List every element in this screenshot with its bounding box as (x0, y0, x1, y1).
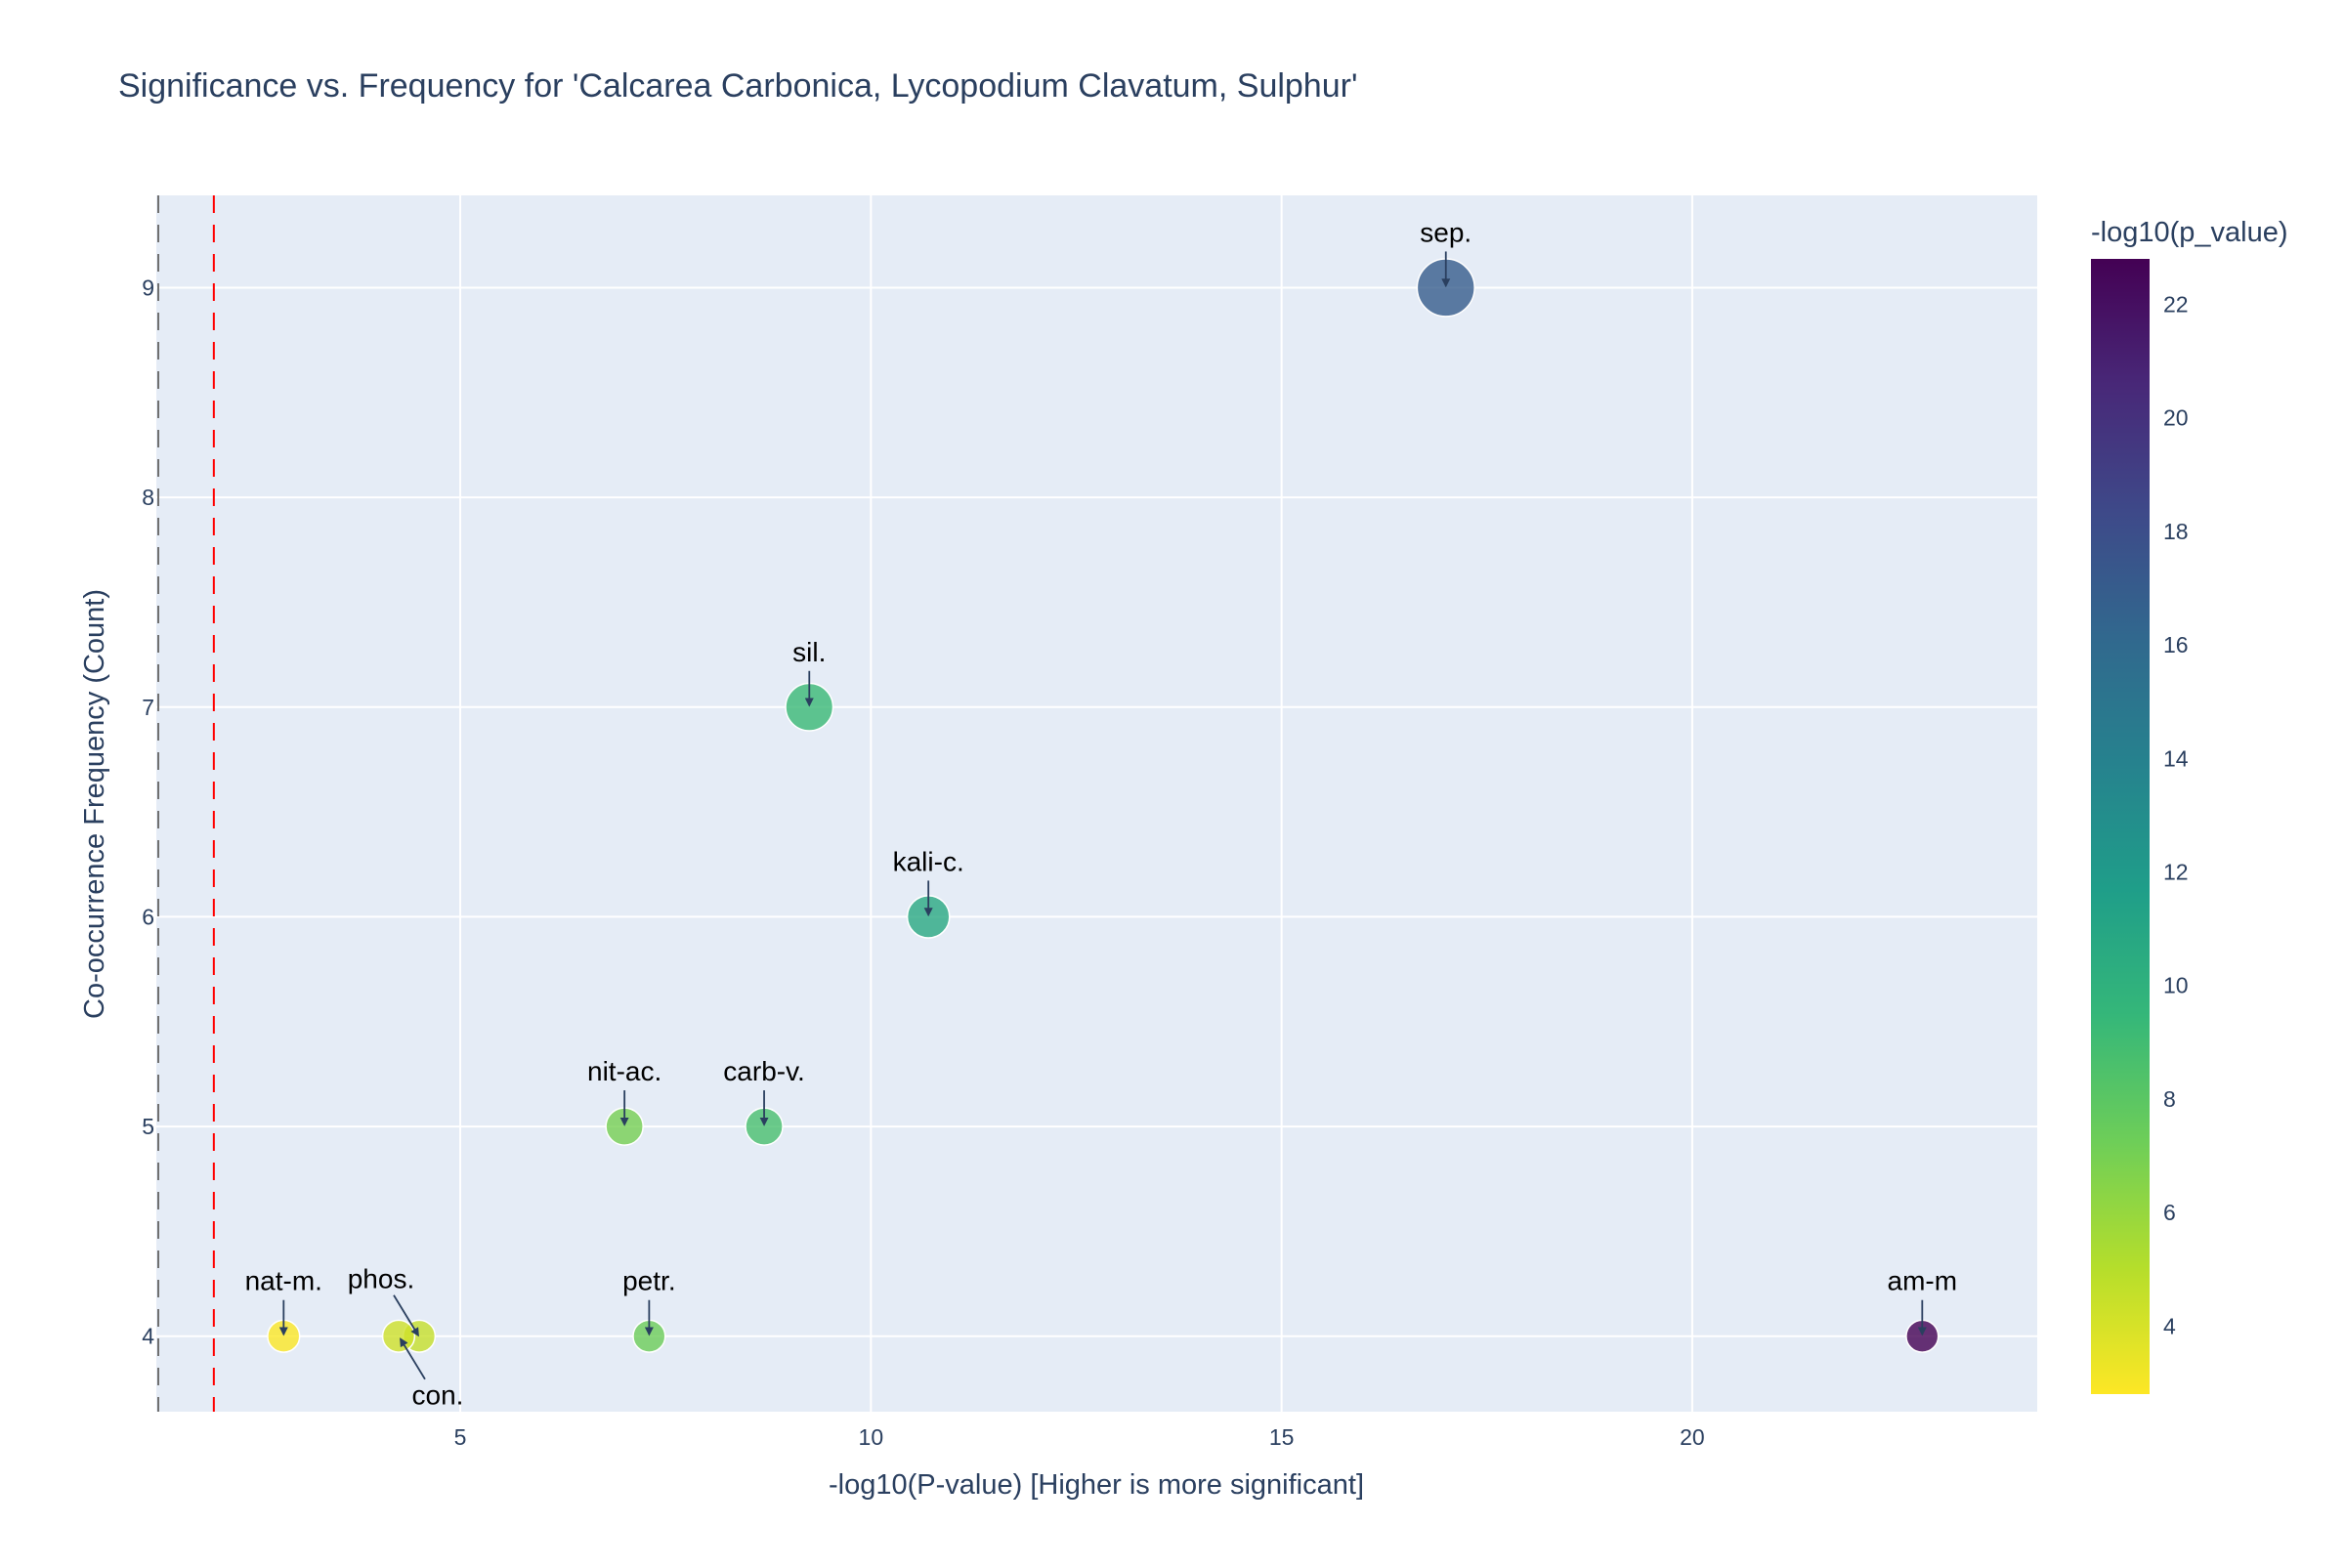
point-label: nat-m. (245, 1266, 322, 1296)
point-label: sep. (1420, 217, 1471, 247)
colorbar-title: -log10(p_value) (2091, 217, 2288, 248)
colorbar-tick-label: 16 (2163, 632, 2189, 657)
colorbar-tick-label: 6 (2163, 1200, 2176, 1225)
colorbar-tick-label: 18 (2163, 519, 2189, 544)
colorbar-tick-label: 4 (2163, 1313, 2176, 1338)
point-annotations: sep. sil. kali-c. nit-ac. carb-v. nat-m. phos.… (245, 217, 1957, 1410)
annotation-arrow (400, 1337, 426, 1380)
point-label: petr. (622, 1266, 675, 1296)
chart-title: Significance vs. Frequency for 'Calcarea… (118, 67, 1357, 105)
point-label: nit-ac. (587, 1056, 661, 1086)
point-label: carb-v. (723, 1056, 805, 1086)
colorbar: -log10(p_value) 4 6 8 10 12 14 16 18 20 22 (2091, 217, 2288, 1394)
annotation-arrow (393, 1294, 419, 1337)
y-tick-label: 9 (142, 275, 154, 300)
colorbar-tick-labels: 4 6 8 10 12 14 16 18 20 22 (2163, 291, 2189, 1338)
grid-lines (156, 195, 2037, 1412)
y-tick-label: 8 (142, 485, 154, 510)
y-axis-title: Co-occurrence Frequency (Count) (79, 589, 110, 1019)
x-tick-labels: 5 10 15 20 (454, 1424, 1705, 1450)
colorbar-tick-label: 20 (2163, 405, 2189, 431)
x-tick-label: 5 (454, 1424, 467, 1450)
x-tick-label: 10 (859, 1424, 884, 1450)
y-tick-label: 7 (142, 695, 154, 720)
data-points (267, 258, 1940, 1353)
y-tick-label: 6 (142, 904, 154, 929)
colorbar-gradient (2091, 259, 2150, 1394)
y-tick-label: 5 (142, 1114, 154, 1139)
colorbar-tick-label: 14 (2163, 745, 2189, 771)
point-label: con. (412, 1380, 464, 1411)
colorbar-tick-label: 12 (2163, 859, 2189, 884)
colorbar-tick-label: 8 (2163, 1086, 2176, 1112)
x-axis-title: -log10(P-value) [Higher is more signific… (829, 1469, 1364, 1501)
x-tick-label: 15 (1269, 1424, 1295, 1450)
x-tick-label: 20 (1680, 1424, 1705, 1450)
point-label: sil. (792, 637, 826, 667)
point-label: phos. (348, 1264, 415, 1294)
point-label: kali-c. (893, 846, 964, 876)
y-tick-label: 4 (142, 1324, 154, 1349)
point-label: am-m (1888, 1266, 1958, 1296)
data-point-con[interactable] (381, 1319, 416, 1353)
y-tick-labels: 4 5 6 7 8 9 (142, 275, 154, 1348)
colorbar-tick-label: 22 (2163, 291, 2189, 317)
plot-area (156, 195, 2037, 1412)
reference-lines (157, 195, 215, 1412)
colorbar-tick-label: 10 (2163, 973, 2189, 998)
